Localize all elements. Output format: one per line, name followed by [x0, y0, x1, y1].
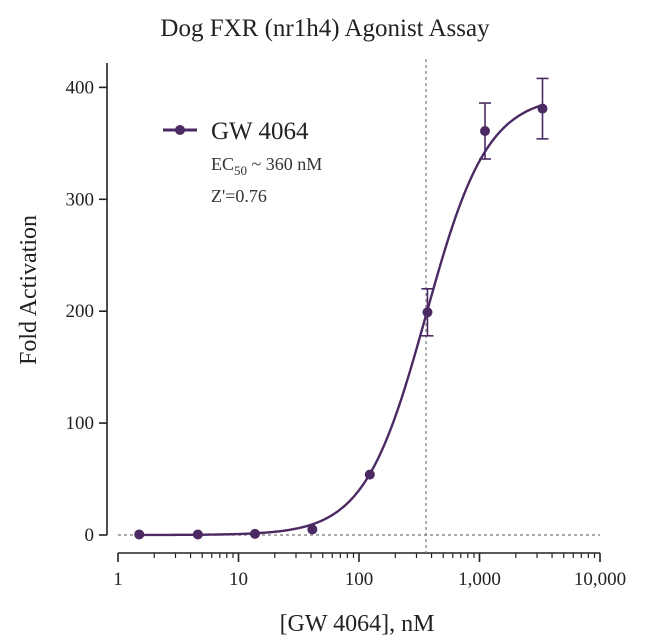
fit-curve	[139, 103, 543, 537]
y-axis-title: Fold Activation	[16, 215, 42, 365]
y-tick-label: 300	[66, 189, 95, 210]
data-point	[480, 126, 491, 137]
data-points	[134, 103, 548, 540]
y-tick-label: 0	[85, 525, 95, 546]
y-axis-ticks: 0 100 200 300 400	[66, 77, 107, 546]
error-bars	[421, 77, 549, 337]
y-tick-label: 200	[66, 301, 95, 322]
data-point	[192, 529, 203, 540]
y-tick-label: 400	[66, 77, 95, 98]
reference-lines	[118, 59, 600, 553]
x-tick-label: 10,000	[574, 569, 626, 590]
data-point	[249, 528, 260, 539]
data-point	[307, 524, 318, 535]
x-axis-title: [GW 4064], nM	[280, 611, 435, 637]
z-prime-annotation: Z'=0.76	[211, 186, 267, 206]
x-tick-label: 10	[229, 569, 248, 590]
x-axis-ticks: 1 10 100 1,000 10,000	[113, 553, 626, 590]
x-tick-label: 1	[113, 569, 123, 590]
data-point	[134, 529, 145, 540]
data-point	[422, 307, 433, 318]
chart-title: Dog FXR (nr1h4) Agonist Assay	[160, 15, 490, 42]
ec50-prefix: EC	[211, 154, 234, 174]
legend-series-label: GW 4064	[211, 118, 309, 145]
ec50-subscript: 50	[234, 163, 247, 178]
data-point	[364, 469, 375, 480]
ec50-value: ~ 360 nM	[247, 154, 322, 174]
fit-curve-layer	[139, 103, 543, 537]
ec50-annotation: EC50 ~ 360 nM	[211, 154, 322, 178]
legend: GW 4064 EC50 ~ 360 nM Z'=0.76	[163, 118, 322, 206]
x-tick-label: 1,000	[458, 569, 501, 590]
axes	[106, 63, 600, 554]
legend-series-marker	[175, 125, 185, 135]
data-point	[537, 103, 548, 114]
y-tick-label: 100	[66, 413, 95, 434]
x-tick-label: 100	[345, 569, 374, 590]
